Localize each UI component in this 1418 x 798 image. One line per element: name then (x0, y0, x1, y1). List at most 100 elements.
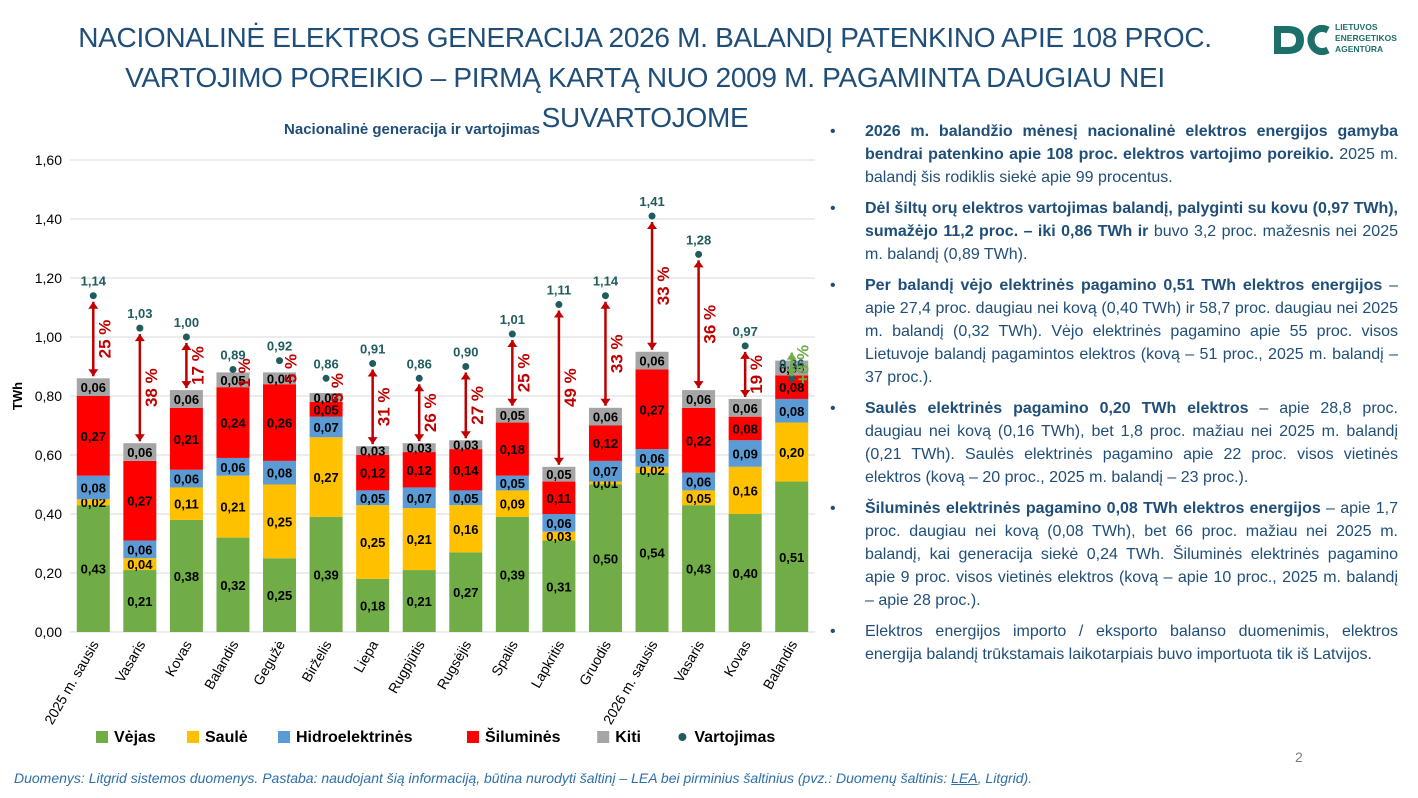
bar-segment (728, 514, 762, 632)
data-label: 0,06 (127, 445, 152, 460)
data-label: 0,03 (407, 441, 432, 456)
bullet-item: • Dėl šiltų orų elektros vartojimas balan… (830, 197, 1398, 266)
bar-segment (542, 481, 576, 514)
consumption-point (695, 250, 703, 258)
data-label: 0,18 (360, 598, 385, 613)
data-label: 0,38 (174, 569, 199, 584)
data-label: 0,06 (686, 392, 711, 407)
gap-arrowhead (367, 437, 378, 445)
data-label: 0,22 (686, 433, 711, 448)
consumption-point (648, 212, 656, 220)
consumption-label: 0,92 (267, 339, 292, 354)
data-label: 0,04 (267, 371, 293, 386)
gap-arrowhead (88, 369, 99, 377)
bar-segment (635, 466, 669, 473)
gap-arrowhead (553, 310, 564, 318)
consumption-label: 1,14 (81, 274, 107, 289)
consumption-point (508, 330, 516, 338)
bar-segment (309, 437, 343, 517)
consumption-point (462, 363, 470, 370)
data-label: 0,06 (174, 472, 199, 487)
data-label: 0,03 (453, 438, 478, 453)
bar-segment (309, 401, 343, 417)
gap-arrowhead (134, 334, 145, 342)
bar-segment (775, 481, 809, 632)
consumption-point (601, 292, 609, 300)
logo-text: LIETUVOS ENERGETIKOS AGENTŪRA (1335, 22, 1415, 55)
bar-segment (495, 490, 529, 517)
data-label: 0,11 (547, 491, 572, 506)
gap-label: 17 % (188, 346, 207, 385)
data-label: 0,26 (267, 416, 292, 431)
consumption-label: 1,01 (500, 312, 525, 327)
data-label: 0,07 (407, 491, 432, 506)
consumption-label: 0,90 (453, 345, 478, 360)
data-label: 0,27 (81, 429, 106, 444)
data-label: 0,43 (81, 562, 106, 577)
footer-link[interactable]: LEA (951, 770, 978, 786)
bar-segment (169, 407, 203, 470)
bar-segment (309, 393, 343, 402)
footer-note: Duomenys: Litgrid sistemos duomenys. Pas… (14, 770, 1032, 786)
bullet-bold-text: Dėl šiltų orų elektros vartojimas baland… (865, 200, 1398, 240)
y-tick-label: 0,60 (35, 447, 62, 463)
consumption-label: 1,28 (686, 232, 711, 247)
x-tick-label: 2025 m. sausis (41, 638, 102, 728)
bar-segment (635, 449, 669, 467)
x-tick-label: Spalis (488, 638, 521, 679)
bar-segment (123, 443, 157, 461)
bar-segment (449, 449, 483, 491)
data-label: 0,21 (127, 594, 152, 609)
logo-text-line: LIETUVOS (1335, 22, 1378, 32)
consumption-label: 1,41 (639, 194, 664, 209)
data-label: 0,05 (500, 408, 525, 423)
bar-segment (728, 398, 762, 417)
bar-segment (263, 460, 297, 485)
bar-segment (263, 484, 297, 559)
y-tick-label: 1,60 (35, 152, 62, 168)
data-label: 0,05 (453, 491, 478, 506)
bullet-item: • Per balandį vėjo elektrinės pagamino 0,… (830, 274, 1398, 389)
data-label: 0,05 (546, 467, 571, 482)
data-label: 0,31 (546, 579, 571, 594)
bar-segment (682, 490, 716, 506)
data-label: 0,04 (127, 557, 153, 572)
data-label: 0,32 (220, 578, 245, 593)
gap-arrowhead (600, 301, 611, 309)
gap-label: 19 % (747, 355, 766, 394)
bar-segment (449, 440, 483, 450)
gap-label: 27 % (468, 386, 487, 425)
bullet-icon: • (830, 277, 836, 294)
footer-tail: , Litgrid). (977, 770, 1033, 786)
consumption-label: 0,86 (407, 356, 432, 371)
data-label: 0,06 (81, 380, 106, 395)
data-label: 0,03 (546, 529, 571, 544)
legend-swatch (467, 731, 479, 743)
bullet-bold-text: Per balandį vėjo elektrinės pagamino 0,5… (865, 277, 1383, 294)
bar-segment (728, 466, 762, 514)
bar-segment (356, 455, 390, 491)
gap-arrowhead (507, 340, 518, 348)
bar-segment (356, 578, 390, 632)
x-tick-label: Rugpjūtis (385, 638, 428, 697)
bar-segment (635, 369, 669, 450)
bar-segment (402, 487, 436, 509)
bar-segment (216, 457, 250, 476)
data-label: 0,51 (779, 550, 804, 565)
data-label: 0,03 (360, 444, 385, 459)
bar-segment (449, 505, 483, 553)
bar-segment (76, 499, 110, 506)
legend-swatch (597, 731, 610, 743)
data-label: 0,21 (407, 594, 432, 609)
data-label: 0,08 (779, 404, 804, 419)
x-tick-label: Gegužė (250, 637, 288, 688)
gap-label: +8 % (794, 345, 813, 384)
bar-segment (635, 351, 669, 370)
data-label: 0,07 (593, 464, 618, 479)
logo-text-line: ENERGETIKOS (1335, 33, 1397, 43)
data-label: 0,08 (81, 480, 106, 495)
bar-segment (588, 407, 622, 426)
gap-arrowhead (181, 343, 192, 350)
bar-segment (682, 390, 716, 408)
gap-arrowhead (740, 351, 751, 359)
